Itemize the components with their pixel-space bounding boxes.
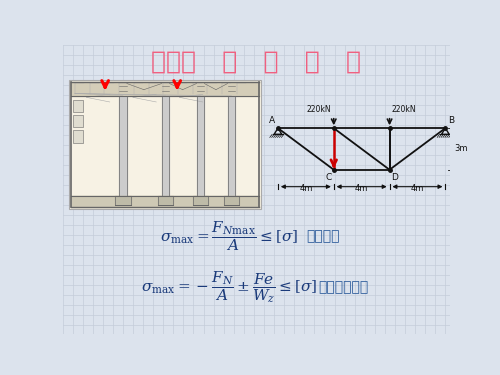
Text: 3m: 3m [454, 144, 468, 153]
Text: 220kN: 220kN [307, 105, 332, 114]
Text: $\sigma_{\rm max} = -\dfrac{F_N}{A} \pm \dfrac{Fe}{W_z} \leq [\sigma]$: $\sigma_{\rm max} = -\dfrac{F_N}{A} \pm … [141, 270, 318, 305]
Text: 4m: 4m [411, 184, 424, 193]
Text: 220kN: 220kN [391, 105, 415, 114]
Text: 第九章   压   杆   稳   定: 第九章 压 杆 稳 定 [151, 50, 361, 74]
Text: 4m: 4m [299, 184, 312, 193]
Bar [72, 130, 84, 143]
Text: $\sigma_{\rm max} = \dfrac{F_{N{\rm max}}}{A} \leq [\sigma]$: $\sigma_{\rm max} = \dfrac{F_{N{\rm max}… [160, 219, 298, 252]
Text: A: A [268, 116, 275, 125]
Text: 单向偏心受压: 单向偏心受压 [318, 280, 368, 294]
Text: D: D [391, 173, 398, 182]
Text: 轴向受压: 轴向受压 [306, 229, 340, 243]
Bar [72, 100, 84, 112]
Text: B: B [448, 116, 454, 125]
Text: 4m: 4m [355, 184, 368, 193]
Text: C: C [325, 173, 332, 182]
Bar [68, 80, 261, 209]
Bar [72, 115, 84, 128]
